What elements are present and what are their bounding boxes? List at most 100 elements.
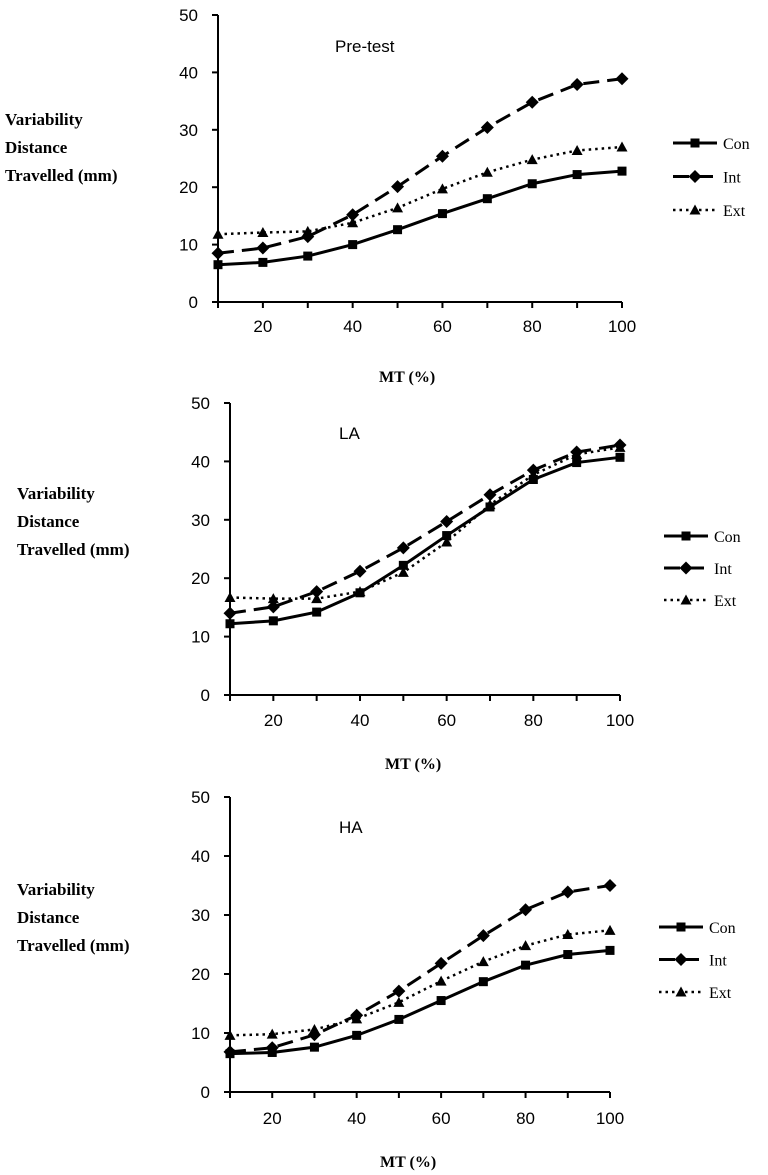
x-axis-label: MT (%) <box>380 1154 436 1171</box>
data-point-ext <box>484 499 496 510</box>
data-point-int <box>391 180 405 194</box>
legend-label-int: Int <box>723 170 741 187</box>
y-tick-label: 10 <box>179 236 198 255</box>
series-int <box>211 72 629 260</box>
y-tick-label: 50 <box>191 788 210 807</box>
series-line-con <box>229 455 621 626</box>
legend-label-con: Con <box>714 529 741 546</box>
x-tick-label: 100 <box>596 1109 624 1128</box>
data-point-con <box>478 977 488 987</box>
chart-title: LA <box>339 424 360 443</box>
data-point-con <box>605 945 615 955</box>
x-tick-label: 20 <box>263 1109 282 1128</box>
legend-label-ext: Ext <box>723 203 746 220</box>
x-tick-label: 60 <box>432 1109 451 1128</box>
legend-marker-int <box>674 953 688 966</box>
x-tick-label: 60 <box>433 317 452 336</box>
x-axis-label: MT (%) <box>379 369 435 386</box>
data-point-ext <box>441 536 453 547</box>
series-con <box>213 166 627 270</box>
data-point-ext <box>527 469 539 480</box>
data-point-ext <box>616 141 628 152</box>
data-point-ext <box>267 593 279 604</box>
data-point-int <box>561 885 575 899</box>
legend-marker-con <box>690 138 700 148</box>
x-tick-label: 80 <box>524 711 543 730</box>
legend-label-int: Int <box>714 561 732 578</box>
data-point-ext <box>302 225 314 236</box>
y-axis-label: Variability <box>17 484 95 503</box>
chart-panel-2: 0 10 20 30 40 50 20 40 60 80 100 MT (%) Variability D… <box>17 394 741 773</box>
legend-marker-ext <box>675 986 687 997</box>
data-point-int <box>434 956 448 970</box>
data-point-con <box>617 166 627 176</box>
data-point-con <box>615 452 625 462</box>
data-point-ext <box>393 996 405 1007</box>
data-point-int <box>570 77 584 91</box>
data-point-int <box>346 208 360 222</box>
data-point-con <box>268 616 278 626</box>
y-axis-label: Travelled (mm) <box>17 540 130 559</box>
data-point-ext <box>354 586 366 597</box>
data-point-int <box>476 929 490 943</box>
series-line-ext <box>229 929 611 1037</box>
data-point-ext <box>604 924 616 935</box>
chart-panel-3: 0 10 20 30 40 50 20 40 60 80 100 MT (%) Variability D… <box>17 788 736 1171</box>
data-point-int <box>256 241 270 255</box>
y-tick-label: 0 <box>189 293 198 312</box>
data-point-ext <box>614 441 626 452</box>
data-point-int <box>396 541 410 555</box>
series-line-con <box>229 948 611 1056</box>
data-point-ext <box>351 1013 363 1024</box>
data-point-int <box>211 246 225 260</box>
x-tick-label: 80 <box>523 317 542 336</box>
data-point-ext <box>481 166 493 177</box>
data-point-con <box>394 1014 404 1024</box>
x-tick-label: 40 <box>351 711 370 730</box>
y-tick-label: 50 <box>179 6 198 25</box>
data-point-con <box>521 960 531 970</box>
data-point-con <box>528 475 538 485</box>
y-tick-label: 30 <box>191 906 210 925</box>
legend-label-ext: Ext <box>709 985 732 1002</box>
data-point-int <box>265 1041 279 1055</box>
series-ext <box>224 924 616 1040</box>
y-tick-label: 50 <box>191 394 210 413</box>
legend: Con Int Ext <box>659 920 736 1002</box>
series-ext <box>224 441 626 604</box>
data-point-ext <box>571 448 583 459</box>
y-tick-label: 20 <box>179 178 198 197</box>
data-point-con <box>393 225 403 235</box>
y-axis-label: Distance <box>17 512 80 531</box>
y-tick-label: 10 <box>191 628 210 647</box>
series-int <box>223 879 617 1059</box>
data-point-con <box>437 209 447 219</box>
series-ext <box>212 141 628 239</box>
data-point-ext <box>224 1029 236 1040</box>
y-axis-label: Variability <box>5 110 83 129</box>
x-tick-label: 20 <box>264 711 283 730</box>
x-axis-label: MT (%) <box>385 756 441 773</box>
y-tick-label: 30 <box>179 121 198 140</box>
data-point-con <box>482 194 492 204</box>
data-point-int <box>519 903 533 917</box>
data-point-int <box>266 600 280 614</box>
legend-marker-int <box>688 170 702 183</box>
data-point-con <box>436 996 446 1006</box>
series-line-ext <box>229 446 621 600</box>
data-point-con <box>572 458 582 468</box>
x-tick-label: 40 <box>343 317 362 336</box>
y-tick-label: 30 <box>191 511 210 530</box>
data-point-con <box>225 619 235 629</box>
x-tick-label: 60 <box>437 711 456 730</box>
data-point-int <box>440 515 454 529</box>
legend-marker-con <box>676 922 686 932</box>
legend-label-ext: Ext <box>714 593 737 610</box>
y-tick-label: 20 <box>191 965 210 984</box>
data-point-int <box>310 585 324 599</box>
x-tick-label: 80 <box>516 1109 535 1128</box>
data-point-int <box>525 95 539 109</box>
data-point-ext <box>212 228 224 239</box>
y-tick-label: 20 <box>191 569 210 588</box>
